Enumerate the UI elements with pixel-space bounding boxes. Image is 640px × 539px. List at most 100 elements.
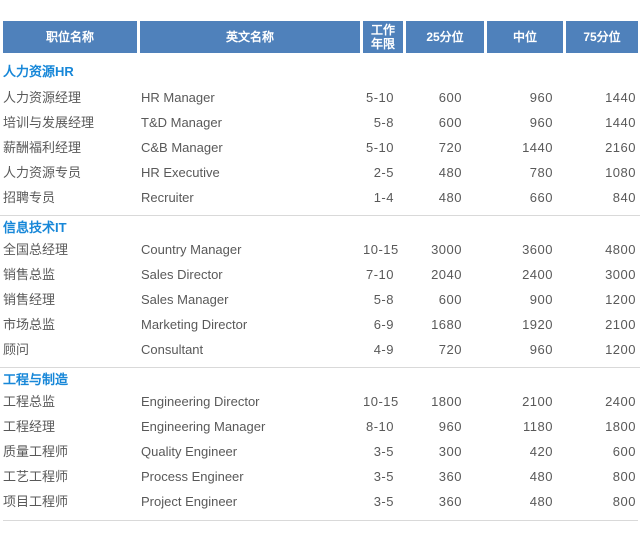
bottom-divider	[3, 520, 638, 521]
english-name: Consultant	[141, 342, 204, 357]
column-header-p25: 25分位	[406, 21, 484, 53]
p75-value: 800	[612, 469, 636, 484]
median-value: 480	[529, 469, 553, 484]
position-name: 培训与发展经理	[3, 115, 95, 130]
work-years: 10-15	[363, 394, 399, 409]
p75-value: 1200	[605, 292, 636, 307]
position-name: 工程经理	[3, 419, 56, 434]
table-row: 薪酬福利经理 C&B Manager 5-10 720 1440 2160	[0, 135, 640, 160]
section-title: 信息技术IT	[3, 220, 67, 235]
p25-value: 720	[438, 342, 462, 357]
work-years: 8-10	[365, 419, 394, 434]
median-value: 3600	[522, 242, 553, 257]
p75-value: 3000	[605, 267, 636, 282]
english-name: Process Engineer	[141, 469, 244, 484]
p25-value: 480	[438, 190, 462, 205]
p25-value: 360	[438, 469, 462, 484]
p75-value: 2160	[605, 140, 636, 155]
p25-value: 720	[438, 140, 462, 155]
p25-value: 960	[438, 419, 462, 434]
p75-value: 1440	[605, 90, 636, 105]
work-years: 5-10	[365, 90, 394, 105]
english-name: Quality Engineer	[141, 444, 238, 459]
position-name: 薪酬福利经理	[3, 140, 82, 155]
work-years: 4-9	[373, 342, 394, 357]
table-row: 销售总监 Sales Director 7-10 2040 2400 3000	[0, 262, 640, 287]
p25-value: 480	[438, 165, 462, 180]
english-name: T&D Manager	[141, 115, 222, 130]
position-name: 工艺工程师	[3, 469, 69, 484]
section-title: 人力资源HR	[3, 64, 74, 79]
work-years: 5-8	[373, 292, 394, 307]
median-value: 960	[529, 90, 553, 105]
table-row: 销售经理 Sales Manager 5-8 600 900 1200	[0, 287, 640, 312]
english-name: HR Executive	[141, 165, 220, 180]
work-years: 7-10	[365, 267, 394, 282]
p25-value: 360	[438, 494, 462, 509]
median-value: 660	[529, 190, 553, 205]
p75-value: 600	[612, 444, 636, 459]
english-name: Engineering Manager	[141, 419, 266, 434]
p75-value: 2400	[605, 394, 636, 409]
table-row: 工艺工程师 Process Engineer 3-5 360 480 800	[0, 464, 640, 489]
table-row: 项目工程师 Project Engineer 3-5 360 480 800	[0, 489, 640, 514]
work-years: 5-10	[365, 140, 394, 155]
work-years: 3-5	[373, 469, 394, 484]
work-years: 3-5	[373, 494, 394, 509]
position-name: 销售总监	[3, 267, 56, 282]
median-value: 1180	[523, 419, 553, 434]
position-name: 人力资源经理	[3, 90, 82, 105]
table-row: 人力资源专员 HR Executive 2-5 480 780 1080	[0, 160, 640, 185]
median-value: 480	[529, 494, 553, 509]
table-body: 人力资源HR 人力资源经理 HR Manager 5-10 600 960 1440 培训与发…	[0, 59, 640, 514]
section-1: 人力资源HR 人力资源经理 HR Manager 5-10 600 960 1440 培训与发…	[0, 59, 640, 210]
median-value: 1920	[522, 317, 553, 332]
section-2: 信息技术IT 全国总经理 Country Manager 10-15 3000 3600 4…	[0, 215, 640, 362]
section-title: 工程与制造	[3, 372, 69, 387]
column-header-p75: 75分位	[566, 21, 638, 53]
work-years: 6-9	[373, 317, 394, 332]
median-value: 960	[529, 115, 553, 130]
table-row: 市场总监 Marketing Director 6-9 1680 1920 2100	[0, 312, 640, 337]
column-header-median: 中位	[487, 21, 563, 53]
median-value: 1440	[522, 140, 553, 155]
column-header-english: 英文名称	[140, 21, 360, 53]
table-row: 全国总经理 Country Manager 10-15 3000 3600 4800	[0, 237, 640, 262]
table-row: 工程总监 Engineering Director 10-15 1800 2100 240…	[0, 389, 640, 414]
english-name: Sales Director	[141, 267, 223, 282]
position-name: 项目工程师	[3, 494, 69, 509]
english-name: Country Manager	[141, 242, 242, 257]
p25-value: 3000	[431, 242, 462, 257]
table-header: 职位名称 英文名称 工作 年限 25分位 中位 75分位	[0, 21, 640, 53]
english-name: Sales Manager	[141, 292, 229, 307]
position-name: 工程总监	[3, 394, 56, 409]
p25-value: 600	[438, 90, 462, 105]
position-name: 招聘专员	[3, 190, 56, 205]
table-row: 质量工程师 Quality Engineer 3-5 300 420 600	[0, 439, 640, 464]
column-header-years: 工作 年限	[363, 21, 403, 53]
median-value: 900	[529, 292, 553, 307]
median-value: 2100	[522, 394, 553, 409]
english-name: C&B Manager	[141, 140, 223, 155]
table-row: 培训与发展经理 T&D Manager 5-8 600 960 1440	[0, 110, 640, 135]
median-value: 420	[529, 444, 553, 459]
p75-value: 1080	[605, 165, 636, 180]
english-name: Engineering Director	[141, 394, 260, 409]
position-name: 质量工程师	[3, 444, 69, 459]
section-3: 工程与制造工程总监 Engineering Director 10-15 1800 21…	[0, 367, 640, 514]
table-row: 招聘专员 Recruiter 1-4 480 660 840	[0, 185, 640, 210]
p75-value: 1800	[605, 419, 636, 434]
median-value: 2400	[522, 267, 553, 282]
english-name: Project Engineer	[141, 494, 238, 509]
position-name: 销售经理	[3, 292, 56, 307]
p75-value: 2100	[605, 317, 636, 332]
table-row: 顾问 Consultant 4-9 720 960 1200	[0, 337, 640, 362]
english-name: Marketing Director	[141, 317, 248, 332]
p75-value: 4800	[605, 242, 636, 257]
p25-value: 1680	[431, 317, 462, 332]
p25-value: 600	[438, 292, 462, 307]
p25-value: 2040	[431, 267, 462, 282]
median-value: 780	[529, 165, 553, 180]
position-name: 市场总监	[3, 317, 56, 332]
